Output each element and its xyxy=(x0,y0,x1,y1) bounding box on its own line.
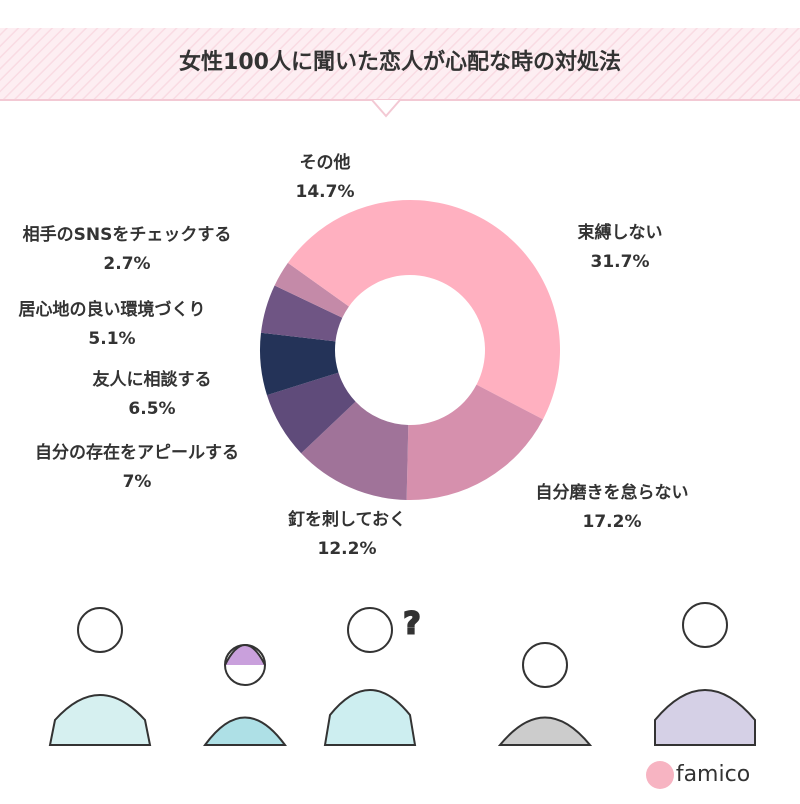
slice-label: 釘を刺しておく xyxy=(288,509,406,530)
title-banner xyxy=(0,28,800,100)
value-label: 2.7% xyxy=(103,254,150,274)
slice xyxy=(406,384,544,500)
slice-label: 相手のSNSをチェックする xyxy=(23,224,232,245)
value-label: 31.7% xyxy=(591,252,650,272)
value-label: 6.5% xyxy=(128,399,175,419)
slice-label: 自分磨きを怠らない xyxy=(536,482,689,503)
slice-label: その他 xyxy=(300,152,351,173)
slice xyxy=(260,332,339,396)
value-label: 17.2% xyxy=(583,512,642,532)
slice xyxy=(301,401,409,500)
svg-text:?: ? xyxy=(403,607,420,642)
logo-icon xyxy=(646,761,674,789)
slice-label: 友人に相談する xyxy=(93,369,212,390)
slice xyxy=(266,372,356,454)
slice xyxy=(287,200,410,307)
slice xyxy=(260,285,343,342)
donut xyxy=(260,200,560,500)
value-label: 7% xyxy=(123,472,152,492)
slice-label: 居心地の良い環境づくり xyxy=(19,299,206,320)
slice-label: 自分の存在をアピールする xyxy=(35,442,239,463)
value-label: 5.1% xyxy=(88,329,135,349)
slice xyxy=(274,262,349,318)
illustrations: ? xyxy=(48,602,756,746)
banner-notch xyxy=(371,99,401,118)
value-label: 14.7% xyxy=(296,182,355,202)
slice xyxy=(410,200,560,420)
brand-logo: famico xyxy=(676,762,750,787)
value-label: 12.2% xyxy=(318,539,377,559)
slice-label: 束縛しない xyxy=(578,222,663,243)
chart-title: 女性100人に聞いた恋人が心配な時の対処法 xyxy=(179,49,621,75)
labels: 束縛しない 31.7% 自分磨きを怠らない 17.2% 釘を刺しておく 12.2% 自分の存… xyxy=(19,152,689,559)
